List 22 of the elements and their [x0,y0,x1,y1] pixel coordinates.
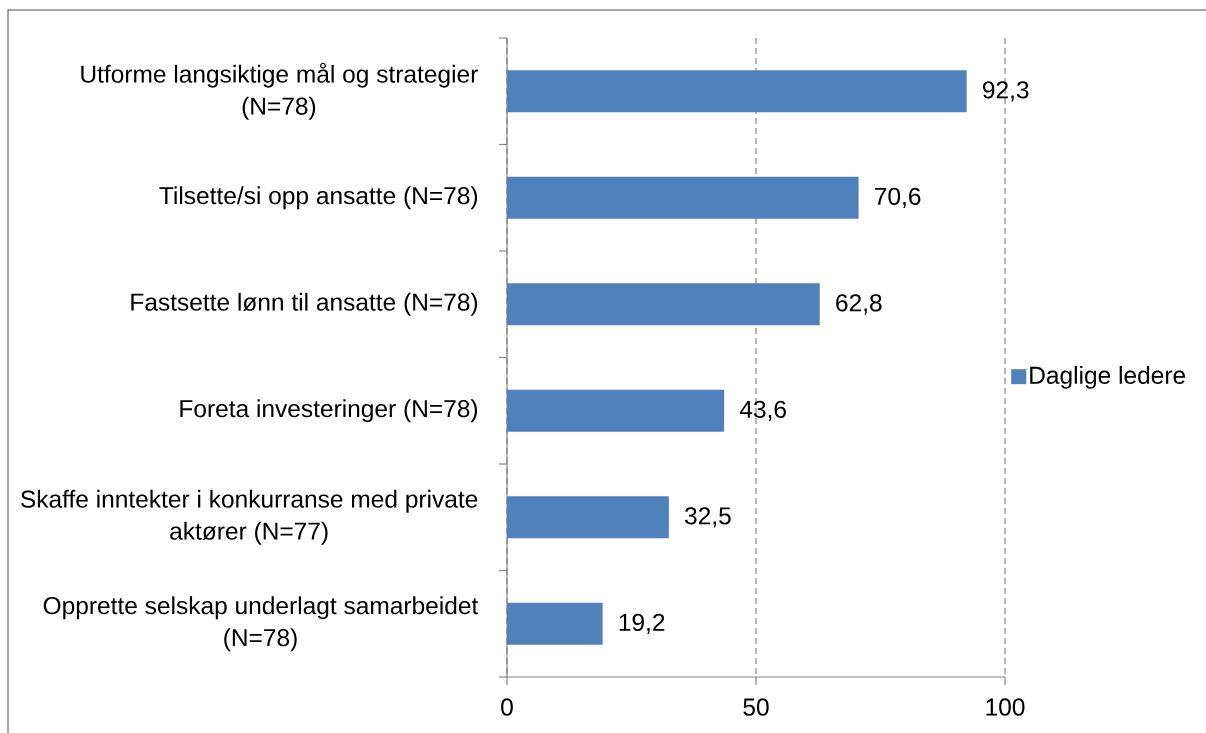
data-label: 70,6 [875,187,921,208]
data-label: 62,8 [836,294,882,315]
y-tick-label: Foreta investeringer (N=78) [180,399,478,423]
data-label: 32,5 [684,507,731,528]
bar [507,389,725,432]
data-label: 19,2 [619,613,665,634]
x-tick-label: 100 [986,698,1025,716]
bar [507,602,603,645]
bar [507,496,669,539]
bar [507,70,967,113]
x-tick-label: 0 [501,698,513,716]
y-tick-label: Skaffe inntekter i konkurranse med private aktører (N=77) [21,489,478,545]
y-tick-label: Opprette selskap underlagt samarbeidet (N=78) [43,596,479,652]
y-tick-label: Tilsette/si opp ansatte (N=78) [159,186,478,210]
data-label: 43,6 [739,400,786,421]
legend-label: Daglige ledere [1030,365,1186,389]
bar [507,283,820,326]
x-tick-label: 50 [743,698,769,716]
data-label: 92,3 [983,81,1029,102]
bar [507,176,859,219]
y-tick-label: Utforme langsiktige mål og strategier (N=78) [81,62,478,120]
y-tick-label: Fastsette lønn til ansatte (N=78) [131,292,478,316]
